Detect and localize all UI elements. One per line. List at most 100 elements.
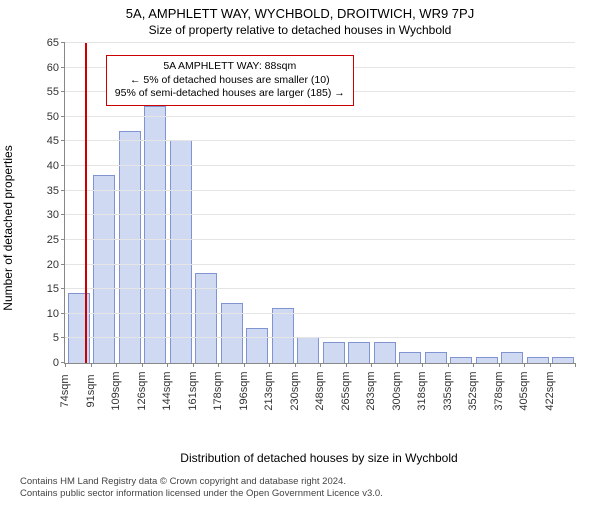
grid-line [65, 313, 575, 314]
x-tick-mark [371, 363, 372, 367]
bar [93, 175, 115, 363]
grid-line [65, 288, 575, 289]
x-tick-label: 283sqm [365, 371, 377, 410]
x-tick-label: 248sqm [314, 371, 326, 410]
grid-line [65, 116, 575, 117]
annotation-box: 5A AMPHLETT WAY: 88sqm← 5% of detached h… [106, 55, 354, 106]
bar [374, 342, 396, 363]
y-tick-label: 15 [47, 283, 65, 295]
y-tick-mark [61, 337, 65, 338]
y-tick-label: 45 [47, 135, 65, 147]
y-tick-label: 10 [47, 308, 65, 320]
y-tick-label: 0 [53, 357, 65, 369]
bar [348, 342, 370, 363]
x-tick-label: 161sqm [187, 371, 199, 410]
y-tick-label: 55 [47, 86, 65, 98]
y-tick-mark [61, 239, 65, 240]
y-tick-mark [61, 140, 65, 141]
x-tick-mark [397, 363, 398, 367]
y-tick-label: 20 [47, 259, 65, 271]
x-tick-label: 230sqm [289, 371, 301, 410]
y-tick-mark [61, 42, 65, 43]
y-tick-label: 40 [47, 160, 65, 172]
grid-line [65, 190, 575, 191]
x-tick-mark [167, 363, 168, 367]
grid-line [65, 337, 575, 338]
y-tick-label: 60 [47, 62, 65, 74]
y-axis-label: Number of detached properties [1, 145, 15, 310]
y-tick-label: 5 [53, 332, 65, 344]
bar [527, 357, 549, 363]
x-tick-mark [499, 363, 500, 367]
x-tick-mark [142, 363, 143, 367]
bar [450, 357, 472, 363]
x-tick-label: 213sqm [263, 371, 275, 410]
chart-subtitle: Size of property relative to detached ho… [0, 23, 600, 37]
x-tick-label: 405sqm [518, 371, 530, 410]
y-tick-mark [61, 190, 65, 191]
bar [323, 342, 345, 363]
annotation-line: 95% of semi-detached houses are larger (… [115, 87, 345, 101]
x-tick-mark [448, 363, 449, 367]
grid-line [65, 165, 575, 166]
x-tick-label: 196sqm [238, 371, 250, 410]
bar [272, 308, 294, 363]
x-tick-mark [320, 363, 321, 367]
x-tick-mark [116, 363, 117, 367]
bar [246, 328, 268, 363]
bar [425, 352, 447, 363]
y-tick-mark [61, 313, 65, 314]
bar [552, 357, 574, 363]
footer-line-2: Contains public sector information licen… [20, 488, 580, 500]
chart-title: 5A, AMPHLETT WAY, WYCHBOLD, DROITWICH, W… [0, 6, 600, 21]
bar [170, 140, 192, 363]
x-tick-label: 335sqm [442, 371, 454, 410]
bar [501, 352, 523, 363]
bar [297, 337, 319, 363]
x-tick-mark [91, 363, 92, 367]
plot-region: 0510152025303540455055606574sqm91sqm109s… [64, 43, 575, 364]
y-tick-mark [61, 67, 65, 68]
x-tick-mark [550, 363, 551, 367]
grid-line [65, 214, 575, 215]
y-tick-label: 25 [47, 234, 65, 246]
y-tick-mark [61, 165, 65, 166]
x-tick-label: 178sqm [212, 371, 224, 410]
grid-line [65, 239, 575, 240]
x-tick-label: 422sqm [544, 371, 556, 410]
x-tick-mark [218, 363, 219, 367]
bar [144, 106, 166, 363]
x-tick-mark [422, 363, 423, 367]
x-tick-label: 265sqm [340, 371, 352, 410]
chart-area: Number of detached properties 0510152025… [20, 43, 580, 413]
x-tick-mark [244, 363, 245, 367]
x-tick-label: 318sqm [416, 371, 428, 410]
x-tick-mark [193, 363, 194, 367]
grid-line [65, 264, 575, 265]
y-tick-mark [61, 116, 65, 117]
x-tick-label: 144sqm [161, 371, 173, 410]
x-tick-label: 300sqm [391, 371, 403, 410]
grid-line [65, 42, 575, 43]
annotation-line: ← 5% of detached houses are smaller (10) [115, 74, 345, 88]
x-tick-mark [346, 363, 347, 367]
x-tick-label: 91sqm [85, 374, 97, 407]
x-tick-mark [473, 363, 474, 367]
y-tick-label: 65 [47, 37, 65, 49]
bar [399, 352, 421, 363]
x-tick-label: 126sqm [136, 371, 148, 410]
x-tick-label: 109sqm [110, 371, 122, 410]
y-tick-label: 50 [47, 111, 65, 123]
x-axis-label: Distribution of detached houses by size … [64, 451, 574, 465]
x-tick-mark [269, 363, 270, 367]
y-tick-mark [61, 288, 65, 289]
x-tick-mark [524, 363, 525, 367]
y-tick-label: 30 [47, 209, 65, 221]
bar [195, 273, 217, 363]
y-tick-mark [61, 91, 65, 92]
x-tick-mark [295, 363, 296, 367]
bar [476, 357, 498, 363]
x-tick-label: 352sqm [467, 371, 479, 410]
reference-line [85, 43, 87, 363]
y-tick-label: 35 [47, 185, 65, 197]
